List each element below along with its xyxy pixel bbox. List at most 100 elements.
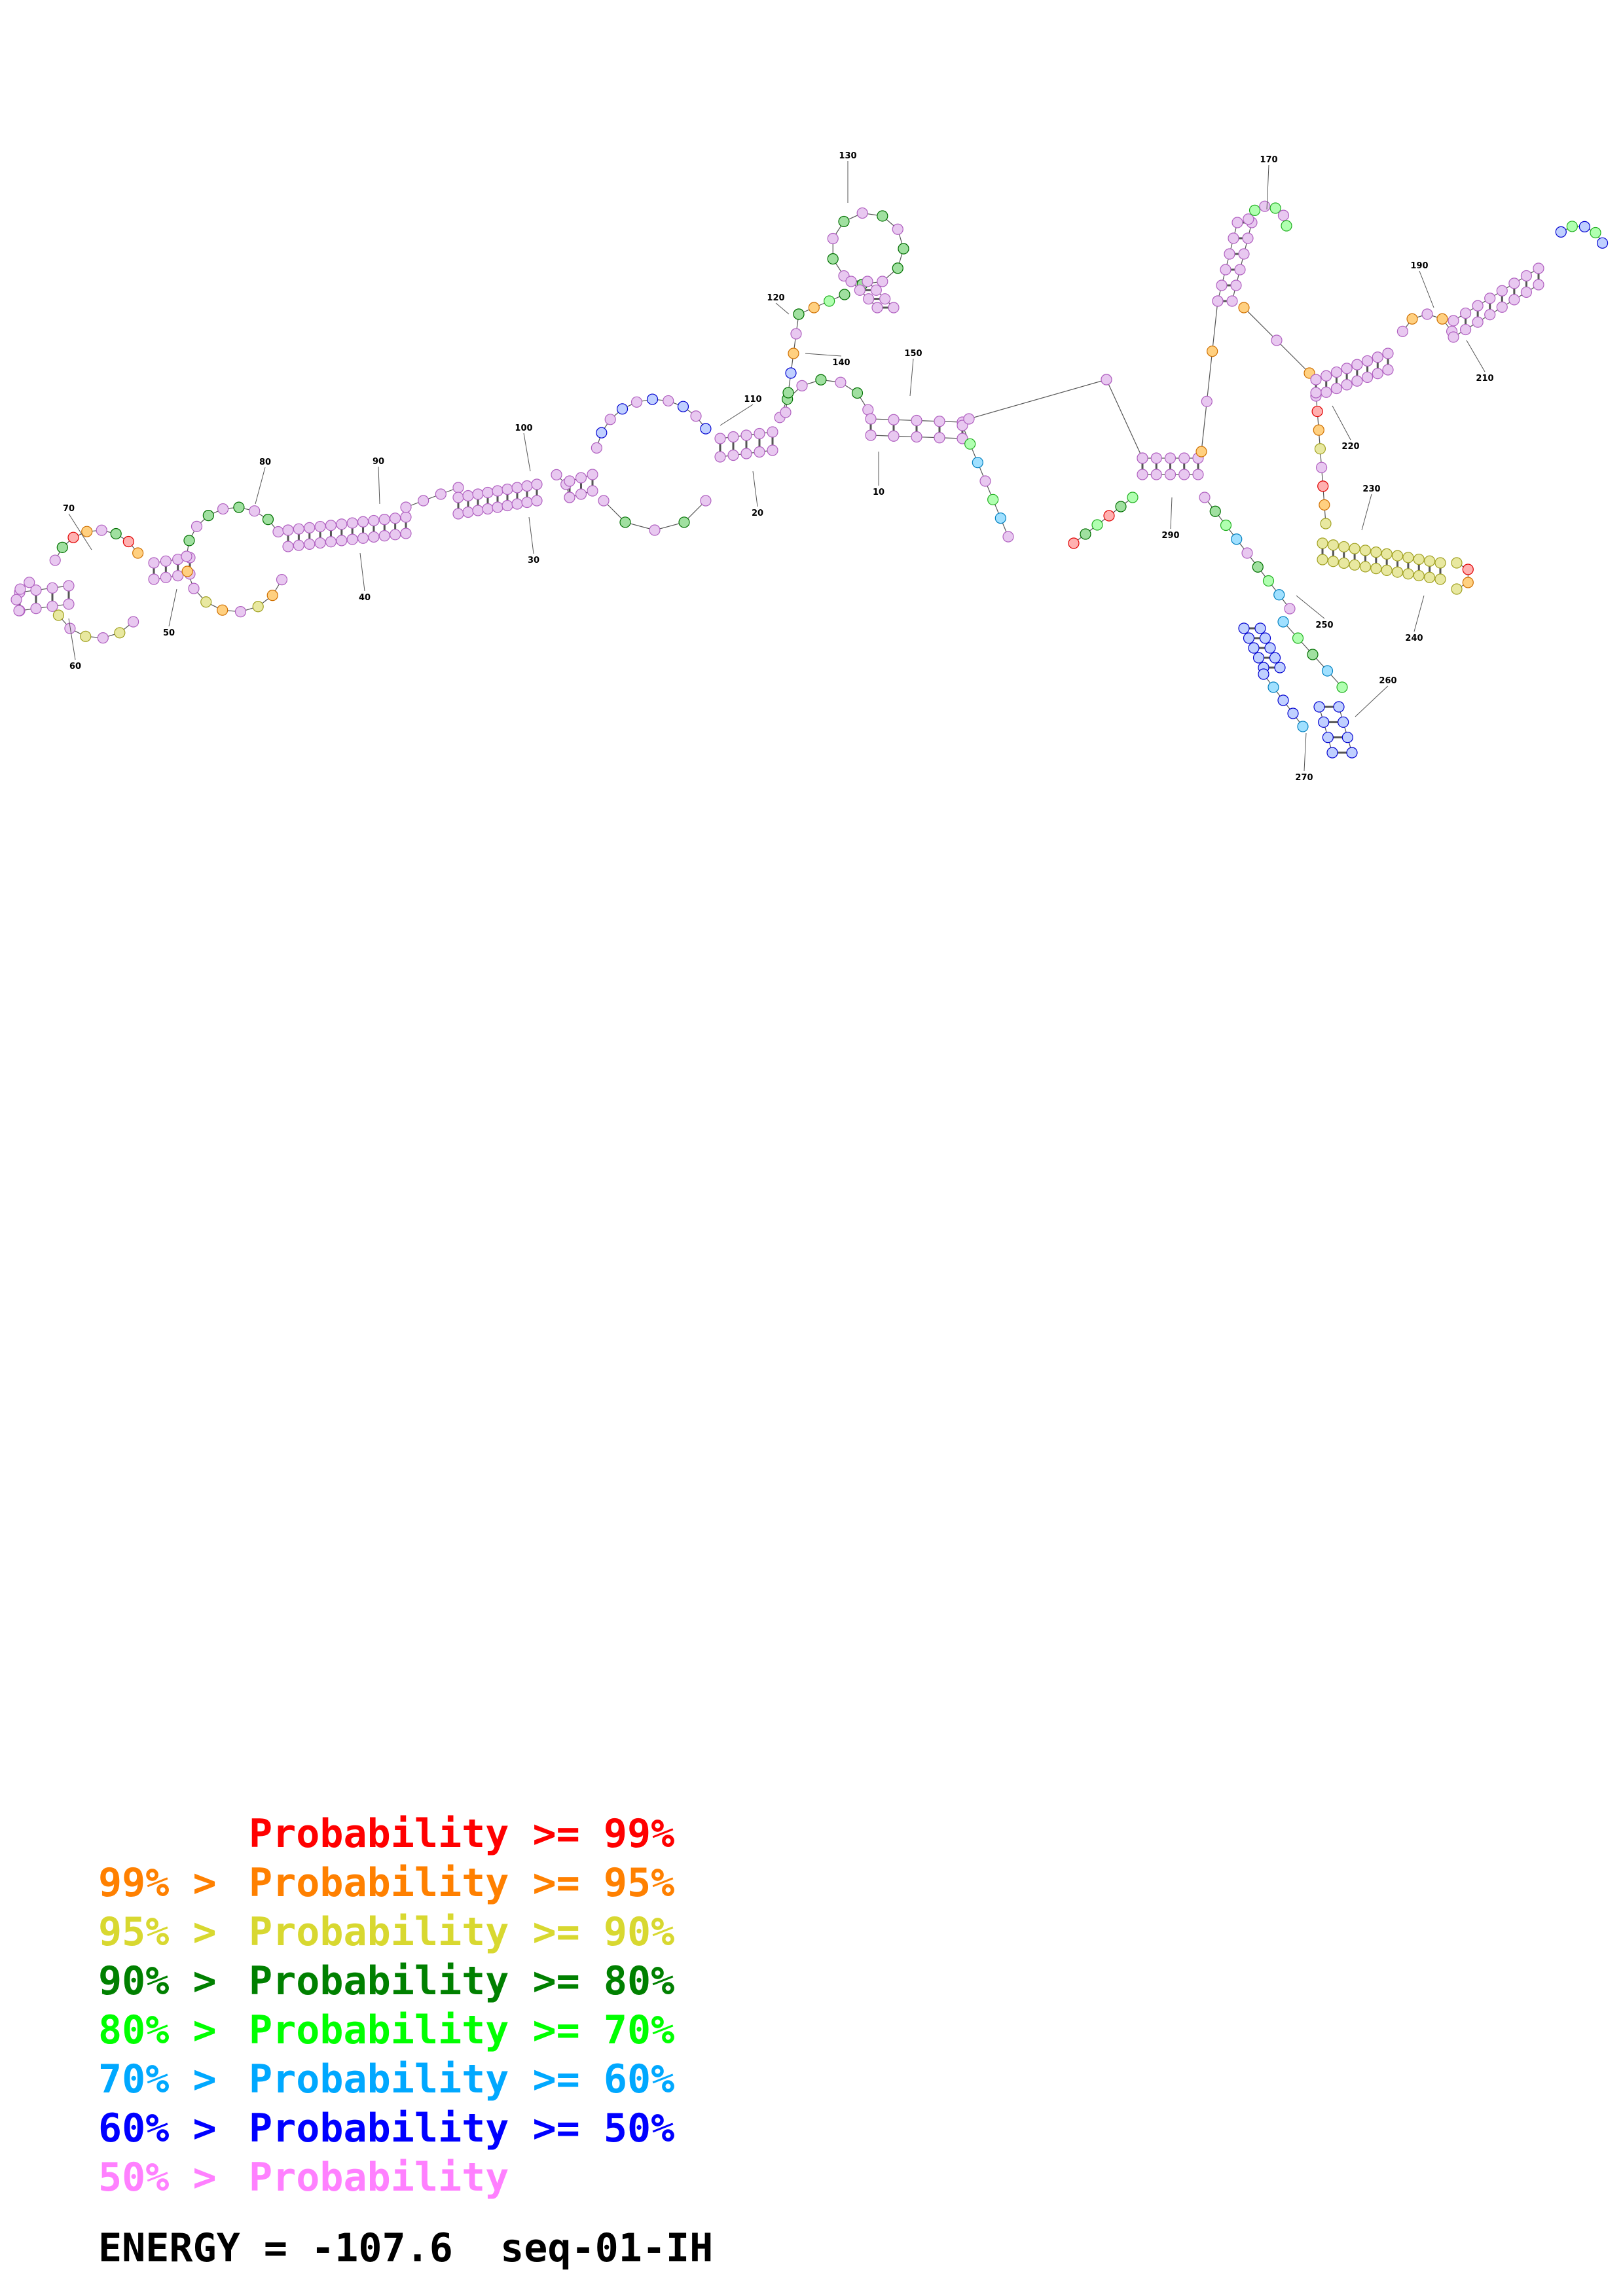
nucleotide: [304, 538, 316, 550]
position-tick: [528, 516, 534, 554]
nucleotide: [1310, 374, 1322, 386]
nucleotides: [10, 200, 1609, 759]
nucleotide: [987, 493, 999, 505]
legend-label: Probability >= 50%: [249, 2106, 675, 2151]
nucleotide: [604, 414, 616, 425]
nucleotide: [521, 496, 533, 509]
nucleotide: [1590, 226, 1601, 239]
position-label: 100: [515, 423, 532, 433]
nucleotide: [191, 520, 203, 532]
nucleotide: [1224, 248, 1235, 260]
position-label: 250: [1315, 620, 1333, 630]
nucleotide: [979, 475, 991, 487]
nucleotide: [1341, 363, 1353, 374]
nucleotide: [272, 526, 284, 538]
nucleotide: [1382, 364, 1394, 376]
nucleotide: [314, 520, 326, 533]
nucleotide: [663, 395, 674, 407]
nucleotide: [827, 253, 839, 265]
nucleotide: [80, 630, 92, 642]
nucleotide: [1307, 649, 1319, 660]
nucleotide: [1359, 545, 1372, 556]
nucleotide: [1434, 557, 1446, 569]
nucleotide: [1459, 307, 1472, 319]
backbone-lines: [16, 206, 1603, 753]
nucleotide: [1273, 589, 1285, 601]
legend-item: 50% > Probability: [98, 2153, 674, 2202]
nucleotide: [646, 393, 659, 405]
nucleotide: [357, 532, 369, 544]
nucleotide: [1164, 469, 1176, 480]
energy-line: ENERGY = -107.6 seq-01-IH: [98, 2225, 713, 2271]
nucleotide: [1321, 370, 1332, 382]
position-labels: 10 20 30 40 50 60 70 80 90 100 110 120 130 140 150 170 1…: [63, 151, 1494, 783]
nucleotide: [217, 503, 229, 515]
energy-value: -107.6: [311, 2225, 453, 2271]
nucleotide: [1372, 368, 1383, 380]
nucleotide: [994, 512, 1006, 524]
nucleotide: [1101, 374, 1112, 386]
nucleotide: [879, 293, 891, 305]
nucleotide: [1068, 537, 1080, 549]
nucleotide: [851, 387, 864, 399]
position-label: 140: [832, 358, 850, 368]
legend-range: 90% >: [98, 1958, 240, 2004]
nucleotide: [1238, 302, 1250, 314]
nucleotide: [14, 583, 26, 595]
position-tick: [775, 302, 790, 315]
nucleotide: [1231, 533, 1243, 545]
energy-label: ENERGY =: [98, 2225, 312, 2271]
nucleotide: [56, 541, 68, 553]
nucleotide: [1402, 552, 1414, 564]
nucleotide: [972, 457, 983, 469]
nucleotide: [160, 555, 172, 567]
nucleotide: [1351, 359, 1363, 370]
nucleotide: [587, 469, 598, 480]
nucleotide: [1338, 541, 1350, 553]
nucleotide: [304, 522, 316, 533]
position-tick: [1355, 685, 1389, 717]
nucleotide: [511, 498, 523, 510]
position-label: 230: [1362, 484, 1380, 494]
nucleotide: [400, 528, 412, 539]
nucleotide: [796, 380, 808, 391]
nucleotide: [128, 616, 139, 628]
position-label: 290: [1161, 531, 1179, 541]
nucleotide: [511, 482, 523, 493]
nucleotide: [418, 495, 429, 507]
nucleotide: [357, 516, 369, 528]
nucleotide: [30, 584, 42, 596]
position-label: 20: [752, 509, 763, 518]
nucleotide: [865, 429, 877, 441]
backbone-segment: [1206, 351, 1213, 402]
nucleotide: [1137, 452, 1148, 464]
nucleotide: [587, 485, 598, 497]
position-label: 80: [259, 457, 271, 467]
position-label: 110: [744, 395, 761, 404]
position-tick: [378, 466, 380, 505]
nucleotide: [1346, 747, 1358, 759]
nucleotide: [767, 444, 778, 456]
nucleotide: [827, 232, 839, 245]
nucleotide: [1434, 573, 1446, 585]
nucleotide: [472, 488, 484, 500]
position-tick: [1296, 595, 1325, 619]
nucleotide: [13, 605, 25, 617]
position-tick: [1266, 164, 1269, 210]
nucleotide: [727, 431, 739, 443]
nucleotide: [52, 609, 64, 621]
nucleotide: [934, 432, 945, 444]
nucleotide: [957, 433, 968, 444]
nucleotide: [856, 207, 868, 219]
nucleotide: [181, 550, 192, 562]
position-tick: [1413, 595, 1425, 632]
nucleotide: [148, 573, 160, 585]
position-label: 190: [1410, 261, 1428, 271]
nucleotide: [1462, 577, 1474, 588]
nucleotide: [1596, 237, 1609, 249]
backbone-segment: [968, 379, 1107, 420]
nucleotide: [1424, 555, 1436, 567]
position-label: 10: [873, 488, 884, 497]
nucleotide: [1277, 616, 1289, 628]
nucleotide: [575, 488, 587, 500]
